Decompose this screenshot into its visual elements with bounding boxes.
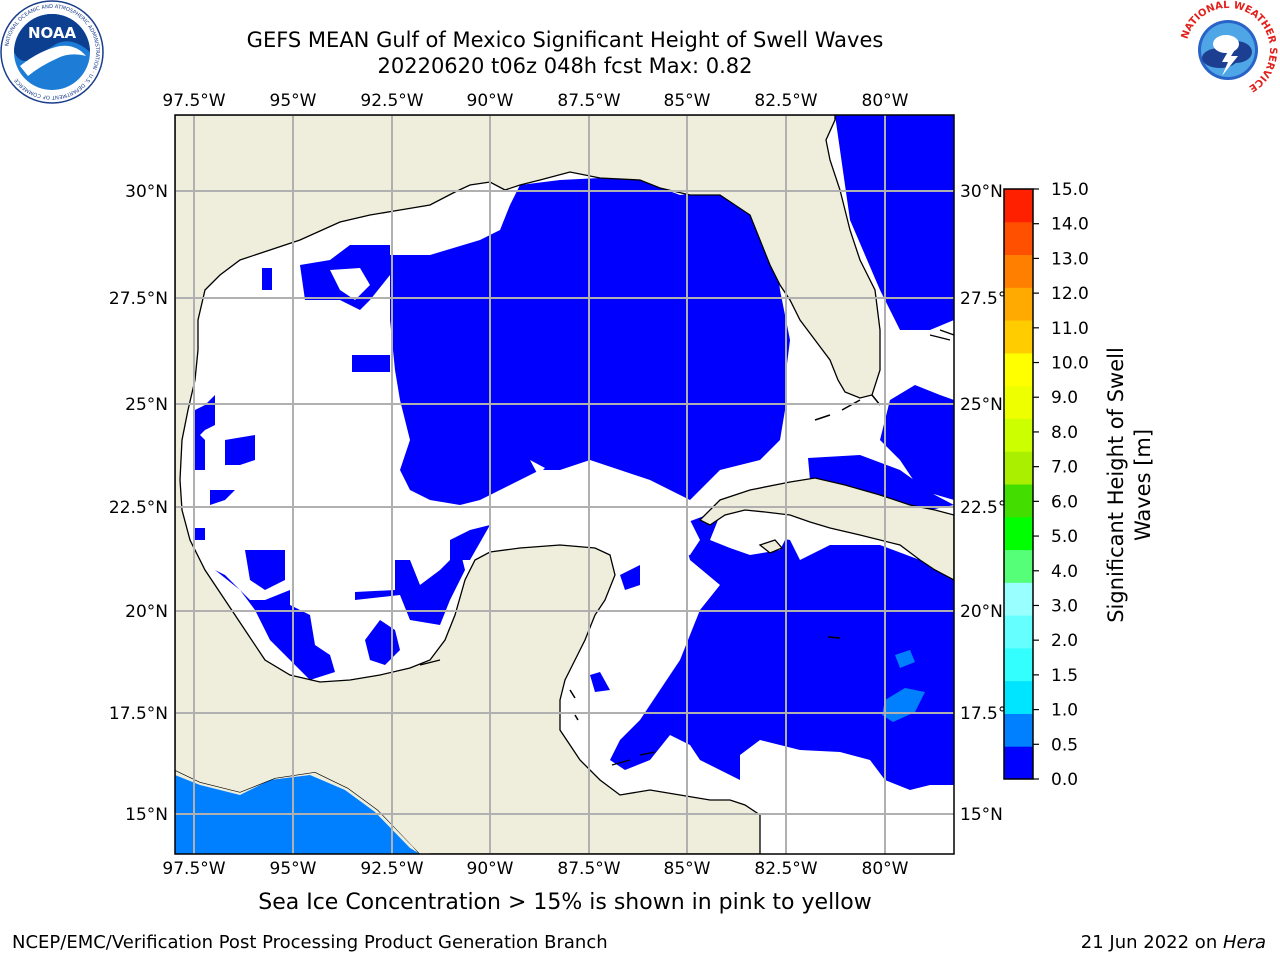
map-title: GEFS MEAN Gulf of Mexico Significant Hei… [246, 28, 884, 52]
footer-date-text: 21 Jun 2022 on [1080, 932, 1223, 953]
colorbar-segment [1004, 418, 1033, 452]
lat-tick-right: 15°N [960, 805, 1003, 825]
colorbar-tick-label: 4.0 [1051, 562, 1078, 582]
lat-tick-right: 25°N [960, 395, 1003, 415]
lon-tick-top: 85°W [664, 91, 711, 111]
colorbar-tick-label: 14.0 [1051, 215, 1089, 235]
colorbar: 0.0 0.5 1.0 1.5 2.0 3.0 4.0 5.0 6.0 7.0 8.0 9.0 10.0… [1003, 180, 1089, 790]
lon-tick-top: 92.5°W [360, 91, 423, 111]
map-grid [175, 115, 954, 854]
colorbar-segment [1004, 484, 1033, 518]
colorbar-tick-label: 15.0 [1051, 180, 1089, 200]
cuba-land [698, 477, 954, 581]
colorbar-segment [1004, 615, 1033, 649]
colorbar-segment [1004, 746, 1033, 780]
lon-tick-top: 87.5°W [557, 91, 620, 111]
lat-tick-left: 17.5°N [109, 704, 168, 724]
lon-tick-top: 95°W [270, 91, 317, 111]
lon-tick-bottom: 85°W [664, 859, 711, 879]
nws-logo-icon: NATIONAL WEATHER SERVICE [1180, 0, 1278, 98]
lon-tick-top: 82.5°W [754, 91, 817, 111]
lat-tick-right: 30°N [960, 182, 1003, 202]
colorbar-segment [1004, 582, 1033, 616]
footer-date: 21 Jun 2022 on Hera [1081, 932, 1266, 953]
colorbar-label-line1: Significant Height of Swell [1104, 347, 1128, 623]
colorbar-segment [1004, 320, 1033, 354]
colorbar-tick-label: 8.0 [1051, 423, 1078, 443]
lon-tick-top: 80°W [862, 91, 909, 111]
lon-tick-bottom: 97.5°W [162, 859, 225, 879]
lon-tick-top: 97.5°W [162, 91, 225, 111]
lon-tick-bottom: 87.5°W [557, 859, 620, 879]
sea-ice-note: Sea Ice Concentration > 15% is shown in … [258, 890, 872, 915]
lon-tick-bottom: 95°W [270, 859, 317, 879]
footer-machine: Hera [1222, 932, 1266, 953]
map-frame [174, 114, 955, 855]
colorbar-tick-label: 7.0 [1051, 458, 1078, 478]
lat-tick-left: 25°N [125, 395, 168, 415]
colorbar-tick-label: 3.0 [1051, 596, 1078, 616]
lat-tick-left: 15°N [125, 805, 168, 825]
colorbar-tick-label: 9.0 [1051, 388, 1078, 408]
lat-tick-right: 20°N [960, 602, 1003, 622]
colorbar-segment [1004, 549, 1033, 583]
colorbar-tick-label: 0.0 [1051, 770, 1078, 790]
colorbar-segment [1004, 451, 1033, 485]
footer-credit: NCEP/EMC/Verification Post Processing Pr… [12, 932, 608, 953]
colorbar-segment [1004, 254, 1033, 288]
lat-tick-left: 27.5°N [109, 289, 168, 309]
lat-tick-left: 22.5°N [109, 498, 168, 518]
lon-tick-bottom: 90°W [467, 859, 514, 879]
lon-tick-bottom: 92.5°W [360, 859, 423, 879]
lat-tick-left: 30°N [125, 182, 168, 202]
colorbar-segment [1004, 352, 1033, 387]
colorbar-label-line2: Waves [m] [1131, 429, 1155, 541]
colorbar-frame [1003, 188, 1034, 780]
colorbar-segment [1004, 647, 1033, 682]
colorbar-tick-label: 1.0 [1051, 701, 1078, 721]
colorbar-segment [1004, 713, 1033, 747]
noaa-logo-text: NOAA [28, 24, 77, 42]
lat-tick-left: 20°N [125, 602, 168, 622]
colorbar-segment [1004, 516, 1033, 551]
colorbar-tick-label: 12.0 [1051, 284, 1089, 304]
colorbar-tick-label: 10.0 [1051, 354, 1089, 374]
map-area [175, 115, 954, 854]
noaa-logo-icon: NATIONAL OCEANIC AND ATMOSPHERIC ADMINIS… [0, 0, 104, 104]
colorbar-segment [1004, 385, 1033, 419]
colorbar-segment [1004, 221, 1033, 256]
lon-tick-bottom: 82.5°W [754, 859, 817, 879]
lon-tick-labels-bottom: 97.5°W 95°W 92.5°W 90°W 87.5°W 85°W 82.5… [162, 859, 908, 879]
colorbar-segment [1004, 287, 1033, 321]
map-subtitle: 20220620 t06z 048h fcst Max: 0.82 [377, 54, 753, 78]
colorbar-segment [1004, 189, 1033, 223]
colorbar-tick-label: 5.0 [1051, 527, 1078, 547]
lat-tick-labels-left: 30°N 27.5°N 25°N 22.5°N 20°N 17.5°N 15°N [109, 182, 168, 825]
lon-tick-bottom: 80°W [862, 859, 909, 879]
colorbar-segment [1004, 680, 1033, 714]
colorbar-tick-label: 6.0 [1051, 492, 1078, 512]
colorbar-tick-label: 1.5 [1051, 666, 1078, 686]
colorbar-tick-label: 11.0 [1051, 319, 1089, 339]
colorbar-tick-label: 13.0 [1051, 249, 1089, 269]
lon-tick-labels-top: 97.5°W 95°W 92.5°W 90°W 87.5°W 85°W 82.5… [162, 91, 908, 111]
lon-tick-top: 90°W [467, 91, 514, 111]
colorbar-tick-label: 2.0 [1051, 631, 1078, 651]
colorbar-tick-label: 0.5 [1051, 735, 1078, 755]
